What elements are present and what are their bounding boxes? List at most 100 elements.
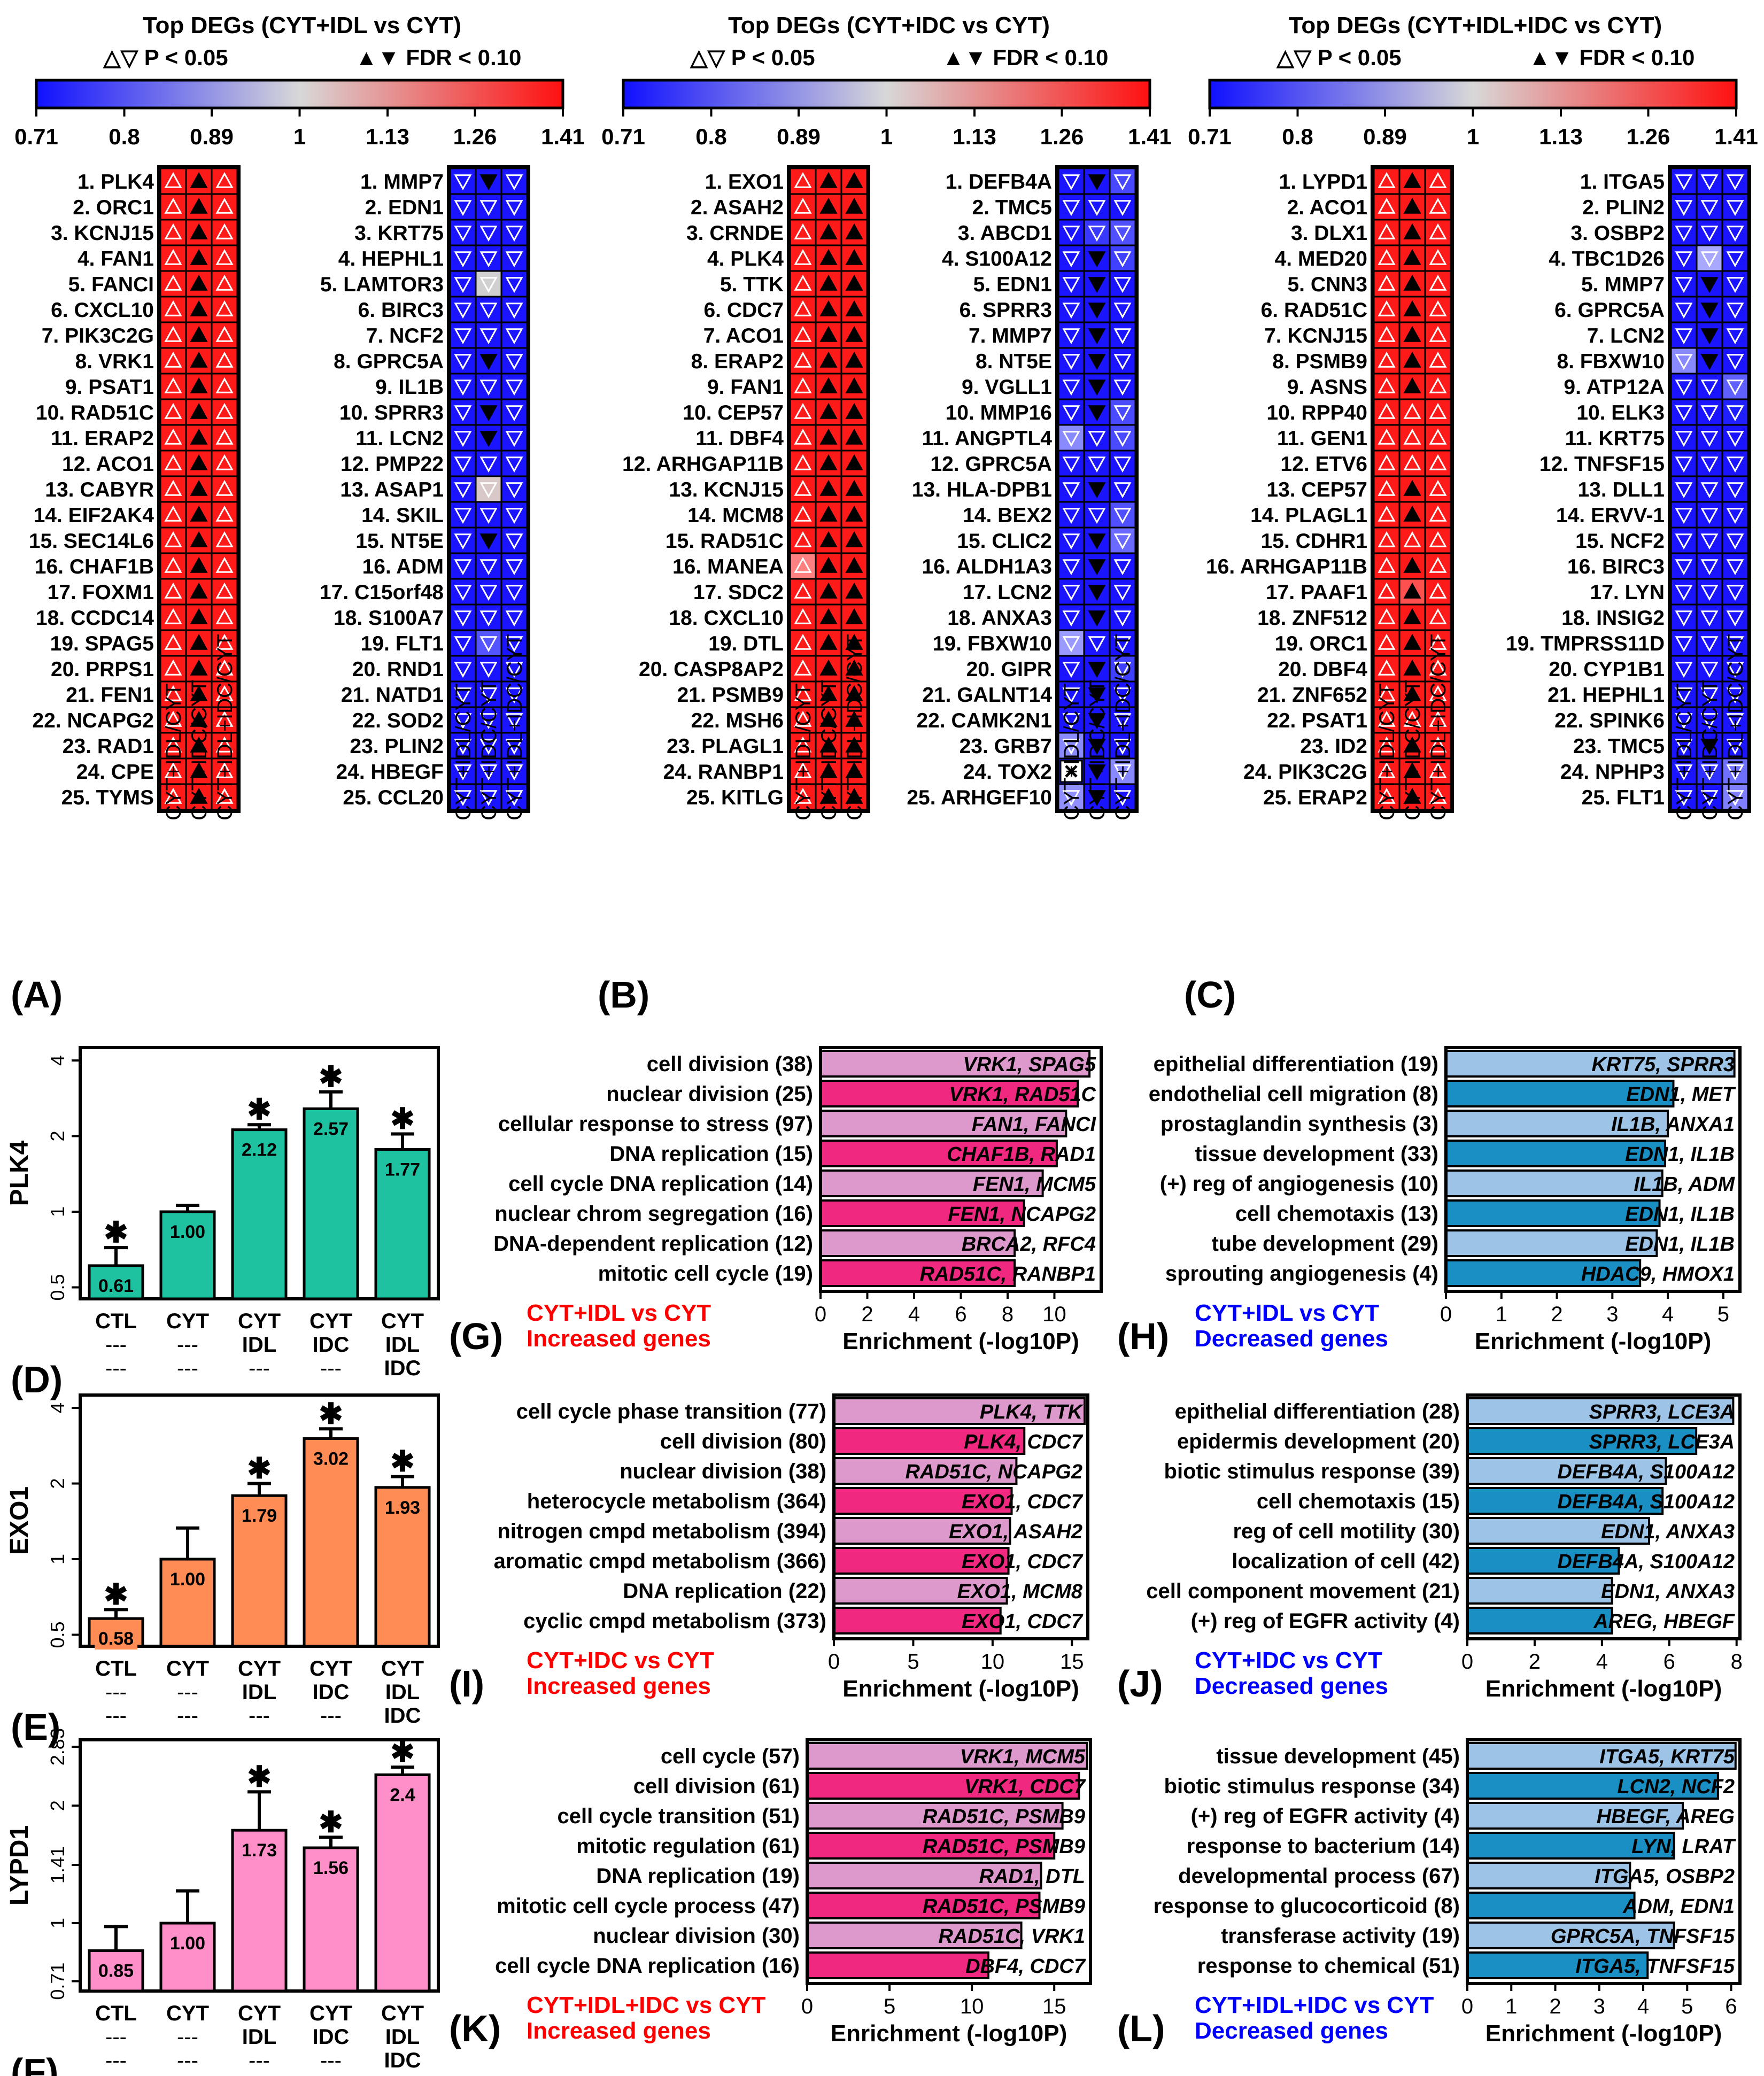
open-down-triangle-icon	[505, 764, 523, 781]
bar-gene-label: CHAF1B, RAD1	[947, 1143, 1096, 1166]
legend-open-symbols: △▽ P < 0.05	[690, 45, 815, 70]
open-down-triangle-icon	[454, 200, 472, 216]
open-down-triangle-icon	[505, 277, 523, 293]
open-down-triangle-icon	[1113, 277, 1132, 293]
heatmap-panel-C: Top DEGs (CYT+IDL+IDC vs CYT) △▽ P < 0.05…	[1184, 12, 1758, 1016]
open-up-triangle-icon	[164, 274, 182, 291]
open-up-triangle-icon	[1403, 531, 1421, 547]
open-up-triangle-icon	[1429, 300, 1447, 316]
open-down-triangle-icon	[505, 379, 523, 396]
open-up-triangle-icon	[215, 300, 234, 316]
filled-up-triangle-icon	[819, 172, 838, 188]
category-label: ---	[177, 1680, 198, 1704]
category-label: ---	[320, 2049, 342, 2072]
open-up-triangle-icon	[1403, 710, 1421, 727]
open-down-triangle-icon	[1726, 456, 1744, 473]
gene-label-part: OSBP2	[1666, 1865, 1735, 1888]
bar-gene-label: HDAC9, HMOX1	[1581, 1263, 1735, 1285]
gene-label-part: CDC7	[1027, 1431, 1084, 1453]
x-tick-label: 5	[1717, 1303, 1729, 1326]
filled-up-triangle-icon	[845, 710, 863, 727]
gene-label-part: CDC7	[1030, 1776, 1086, 1798]
gene-label: 7. PIK3C2G	[42, 324, 154, 347]
column-label: CYT+IDL+IDC/CYT	[1111, 634, 1135, 820]
gene-label: 1. ITGA5	[1580, 171, 1665, 193]
gene-label: 18. INSIG2	[1561, 607, 1665, 630]
filled-up-triangle-icon	[819, 633, 838, 650]
legend-filled-symbols: ▲▼ FDR < 0.10	[1529, 45, 1695, 70]
filled-up-triangle-icon	[845, 249, 863, 265]
bar-value-label: 1.00	[170, 1933, 205, 1954]
heatmap-grid-border	[787, 165, 870, 813]
bar-value-label: 0.61	[98, 1276, 134, 1296]
filled-up-triangle-icon	[190, 710, 208, 727]
bar-gene-label: VRK1, CDC7	[964, 1776, 1086, 1798]
gene-label-part: IL1B	[1691, 1143, 1735, 1166]
gene-label: 24. PIK3C2G	[1243, 761, 1367, 784]
open-up-triangle-icon	[1378, 172, 1396, 188]
go-term-label: cell chemotaxis (13)	[1235, 1202, 1438, 1226]
heatmap-grid-border	[1668, 165, 1751, 813]
open-down-triangle-icon	[505, 739, 523, 755]
gene-label: 24. NPHP3	[1560, 761, 1665, 784]
x-tick-label: 4	[1662, 1303, 1674, 1326]
y-tick-label: 1.41	[47, 1846, 68, 1884]
filled-up-triangle-icon	[845, 762, 863, 778]
open-down-triangle-icon	[1726, 431, 1744, 447]
scale-tick-label: 0.89	[777, 124, 821, 149]
go-term-label: nuclear division (30)	[593, 1924, 800, 1948]
gene-label: 15. CDHR1	[1261, 530, 1367, 553]
gene-label: 16. ADM	[362, 555, 444, 578]
gene-label: 19. DTL	[708, 632, 784, 655]
gene-label-part: RAD51C,	[923, 1835, 1015, 1858]
gene-label: 11. GEN1	[1277, 427, 1367, 450]
gene-label: 11. ANGPTL4	[922, 427, 1053, 450]
open-down-triangle-icon	[1726, 662, 1744, 678]
expression-chart-F: 0.7111.4122.83LYPD10.85CTL------1.00CYT-…	[5, 1728, 440, 2076]
gene-label: 25. ERAP2	[1263, 786, 1367, 809]
gene-label-part: VRK1,	[949, 1083, 1014, 1106]
go-term-label: nuclear division (38)	[620, 1460, 826, 1483]
bar-gene-label: EDN1, MET	[1626, 1083, 1736, 1106]
gene-label-part: TNFSF15	[1646, 1925, 1735, 1948]
open-down-triangle-icon	[454, 174, 472, 191]
heatmap-cell	[1373, 321, 1401, 349]
comparison-title: CYT+IDL+IDC vs CYT	[527, 1992, 766, 2018]
open-down-triangle-icon	[1726, 764, 1744, 781]
column-label: CYT+IDC/CYT	[188, 680, 211, 820]
open-down-triangle-icon	[1726, 739, 1744, 755]
gene-label: 23. PLAGL1	[667, 735, 784, 758]
gene-label: 16. ALDH1A3	[922, 555, 1052, 578]
bar-gene-label: IL1B, ADM	[1634, 1173, 1735, 1196]
go-term-label: (+) reg of EGFR activity (4)	[1191, 1804, 1460, 1828]
go-term-label: (+) reg of EGFR activity (4)	[1191, 1609, 1460, 1633]
open-up-triangle-icon	[215, 428, 234, 445]
open-down-triangle-icon	[1062, 328, 1080, 345]
category-label: CYT	[238, 1310, 281, 1333]
enrichment-bar	[1445, 1259, 1642, 1287]
open-up-triangle-icon	[1378, 556, 1396, 573]
open-down-triangle-icon	[1700, 379, 1719, 396]
open-up-triangle-icon	[794, 479, 812, 496]
filled-up-triangle-icon	[845, 531, 863, 547]
open-up-triangle-icon	[1429, 633, 1447, 650]
open-down-triangle-icon	[1113, 662, 1132, 678]
open-down-triangle-icon	[505, 559, 523, 576]
filled-down-triangle-icon	[479, 405, 498, 422]
gene-label-part: DBF4,	[965, 1955, 1030, 1978]
open-down-triangle-icon	[1062, 482, 1080, 499]
scale-tick-label: 0.71	[601, 124, 645, 149]
open-up-triangle-icon	[794, 326, 812, 342]
category-label: CTL	[95, 1310, 137, 1333]
open-up-triangle-icon	[1378, 351, 1396, 368]
open-up-triangle-icon	[215, 505, 234, 522]
open-down-triangle-icon	[1113, 687, 1132, 704]
filled-up-triangle-icon	[819, 762, 838, 778]
filled-up-triangle-icon	[1403, 787, 1421, 804]
x-tick-label: 3	[1606, 1303, 1618, 1326]
go-term-label: nuclear division (25)	[606, 1082, 813, 1106]
gene-label-part: PSMB9	[1015, 1835, 1085, 1858]
open-up-triangle-icon	[1429, 710, 1447, 727]
go-term-label: response to glucocorticoid (8)	[1154, 1894, 1460, 1918]
open-up-triangle-icon	[215, 556, 234, 573]
